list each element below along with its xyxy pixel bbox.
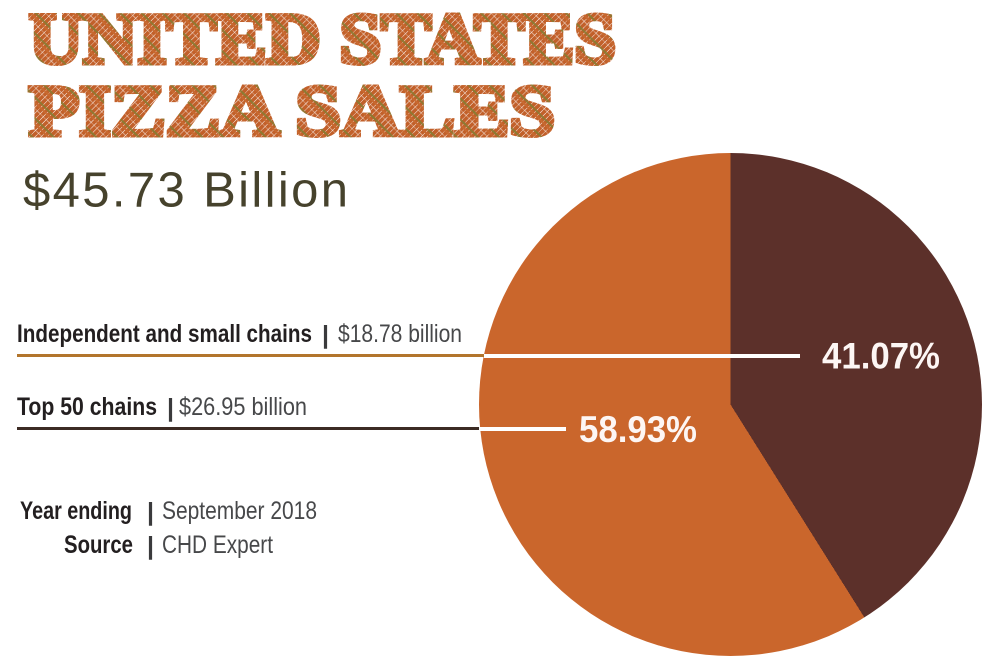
- svg-text:PIZZA SALES: PIZZA SALES: [29, 71, 555, 150]
- svg-text:|: |: [147, 498, 154, 526]
- svg-text:58.93%: 58.93%: [579, 409, 697, 450]
- svg-text:CHD Expert: CHD Expert: [162, 531, 273, 559]
- svg-text:Source: Source: [64, 531, 133, 559]
- svg-text:$26.95 billion: $26.95 billion: [179, 393, 307, 421]
- svg-text:$45.73 Billion: $45.73 Billion: [23, 164, 348, 218]
- svg-text:Top 50 chains: Top 50 chains: [17, 393, 157, 421]
- svg-text:41.07%: 41.07%: [822, 335, 940, 376]
- svg-text:Year ending: Year ending: [20, 497, 132, 525]
- svg-text:UNITED STATES: UNITED STATES: [29, 0, 616, 79]
- svg-text:PIZZA SALES: PIZZA SALES: [29, 71, 555, 150]
- svg-text:|: |: [167, 394, 174, 422]
- svg-text:|: |: [322, 321, 329, 349]
- svg-text:$18.78 billion: $18.78 billion: [338, 320, 462, 348]
- svg-text:UNITED STATES: UNITED STATES: [29, 0, 616, 79]
- svg-text:September 2018: September 2018: [162, 497, 317, 525]
- svg-text:Independent and small chains: Independent and small chains: [17, 320, 312, 348]
- svg-text:|: |: [147, 532, 154, 560]
